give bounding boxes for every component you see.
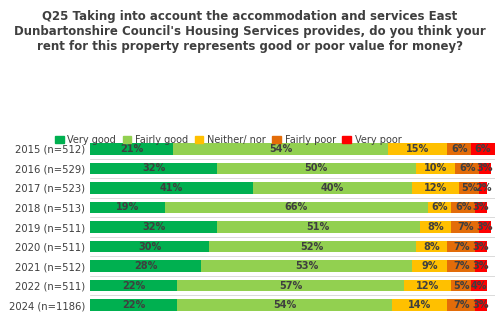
Text: 5%: 5% [461, 183, 477, 193]
Bar [448, 299, 475, 311]
Legend: Very good, Fairly good, Neither/ nor, Fairly poor, Very poor: Very good, Fairly good, Neither/ nor, Fa… [55, 135, 402, 145]
Bar [178, 280, 404, 291]
Bar [448, 260, 475, 272]
Bar [90, 202, 166, 213]
Text: 4%: 4% [471, 281, 488, 291]
Bar [209, 241, 416, 252]
Bar [90, 163, 217, 174]
Bar [479, 221, 491, 233]
Text: 3%: 3% [473, 300, 490, 310]
Bar [90, 260, 201, 272]
Bar [420, 221, 452, 233]
Bar [253, 182, 412, 194]
Bar [217, 163, 416, 174]
Text: 5%: 5% [453, 281, 469, 291]
Text: 66%: 66% [285, 202, 308, 213]
Bar [90, 299, 178, 311]
Bar [416, 163, 456, 174]
Text: 7%: 7% [453, 300, 469, 310]
Bar [475, 202, 487, 213]
Text: 54%: 54% [269, 144, 292, 154]
Text: 2%: 2% [475, 183, 492, 193]
Text: 12%: 12% [424, 183, 447, 193]
Bar [452, 221, 479, 233]
Text: 19%: 19% [116, 202, 140, 213]
Bar [90, 143, 174, 155]
Text: 21%: 21% [120, 144, 144, 154]
Text: 6%: 6% [475, 144, 492, 154]
Text: 22%: 22% [122, 281, 146, 291]
Text: 53%: 53% [295, 261, 318, 271]
Text: 57%: 57% [279, 281, 302, 291]
Text: 3%: 3% [473, 202, 490, 213]
Text: 32%: 32% [142, 222, 165, 232]
Bar [388, 143, 448, 155]
Bar [448, 143, 471, 155]
Bar [460, 182, 479, 194]
Bar [412, 182, 460, 194]
Text: 8%: 8% [423, 241, 440, 252]
Bar [452, 202, 475, 213]
Bar [90, 182, 253, 194]
Bar [475, 241, 487, 252]
Bar [90, 241, 209, 252]
Text: 6%: 6% [455, 202, 471, 213]
Bar [90, 221, 217, 233]
Bar [479, 182, 487, 194]
Text: 22%: 22% [122, 300, 146, 310]
Text: 7%: 7% [453, 241, 469, 252]
Bar [90, 280, 178, 291]
Text: 6%: 6% [459, 164, 475, 173]
Text: 8%: 8% [427, 222, 444, 232]
Bar [174, 143, 388, 155]
Text: 30%: 30% [138, 241, 161, 252]
Text: 32%: 32% [142, 164, 165, 173]
Text: 40%: 40% [320, 183, 344, 193]
Text: 52%: 52% [300, 241, 324, 252]
Text: 7%: 7% [457, 222, 473, 232]
Text: 6%: 6% [431, 202, 448, 213]
Bar [475, 299, 487, 311]
Text: 10%: 10% [424, 164, 447, 173]
Text: 7%: 7% [453, 261, 469, 271]
Bar [166, 202, 428, 213]
Text: 50%: 50% [304, 164, 328, 173]
Bar [201, 260, 412, 272]
Text: 41%: 41% [160, 183, 183, 193]
Text: 54%: 54% [273, 300, 296, 310]
Bar [178, 299, 392, 311]
Bar [392, 299, 448, 311]
Text: 14%: 14% [408, 300, 431, 310]
Bar [404, 280, 452, 291]
Bar [217, 221, 420, 233]
Bar [471, 143, 495, 155]
Bar [452, 280, 471, 291]
Text: 28%: 28% [134, 261, 158, 271]
Bar [479, 163, 491, 174]
Bar [475, 260, 487, 272]
Text: 3%: 3% [473, 241, 490, 252]
Text: 12%: 12% [416, 281, 439, 291]
Bar [456, 163, 479, 174]
Text: 6%: 6% [451, 144, 468, 154]
Bar [471, 280, 487, 291]
Text: 3%: 3% [473, 261, 490, 271]
Text: 15%: 15% [406, 144, 429, 154]
Bar [428, 202, 452, 213]
Text: Q25 Taking into account the accommodation and services East
Dunbartonshire Counc: Q25 Taking into account the accommodatio… [14, 10, 486, 53]
Bar [416, 241, 448, 252]
Bar [412, 260, 448, 272]
Bar [448, 241, 475, 252]
Text: 51%: 51% [306, 222, 330, 232]
Text: 9%: 9% [421, 261, 438, 271]
Text: 3%: 3% [477, 164, 494, 173]
Text: 3%: 3% [477, 222, 494, 232]
